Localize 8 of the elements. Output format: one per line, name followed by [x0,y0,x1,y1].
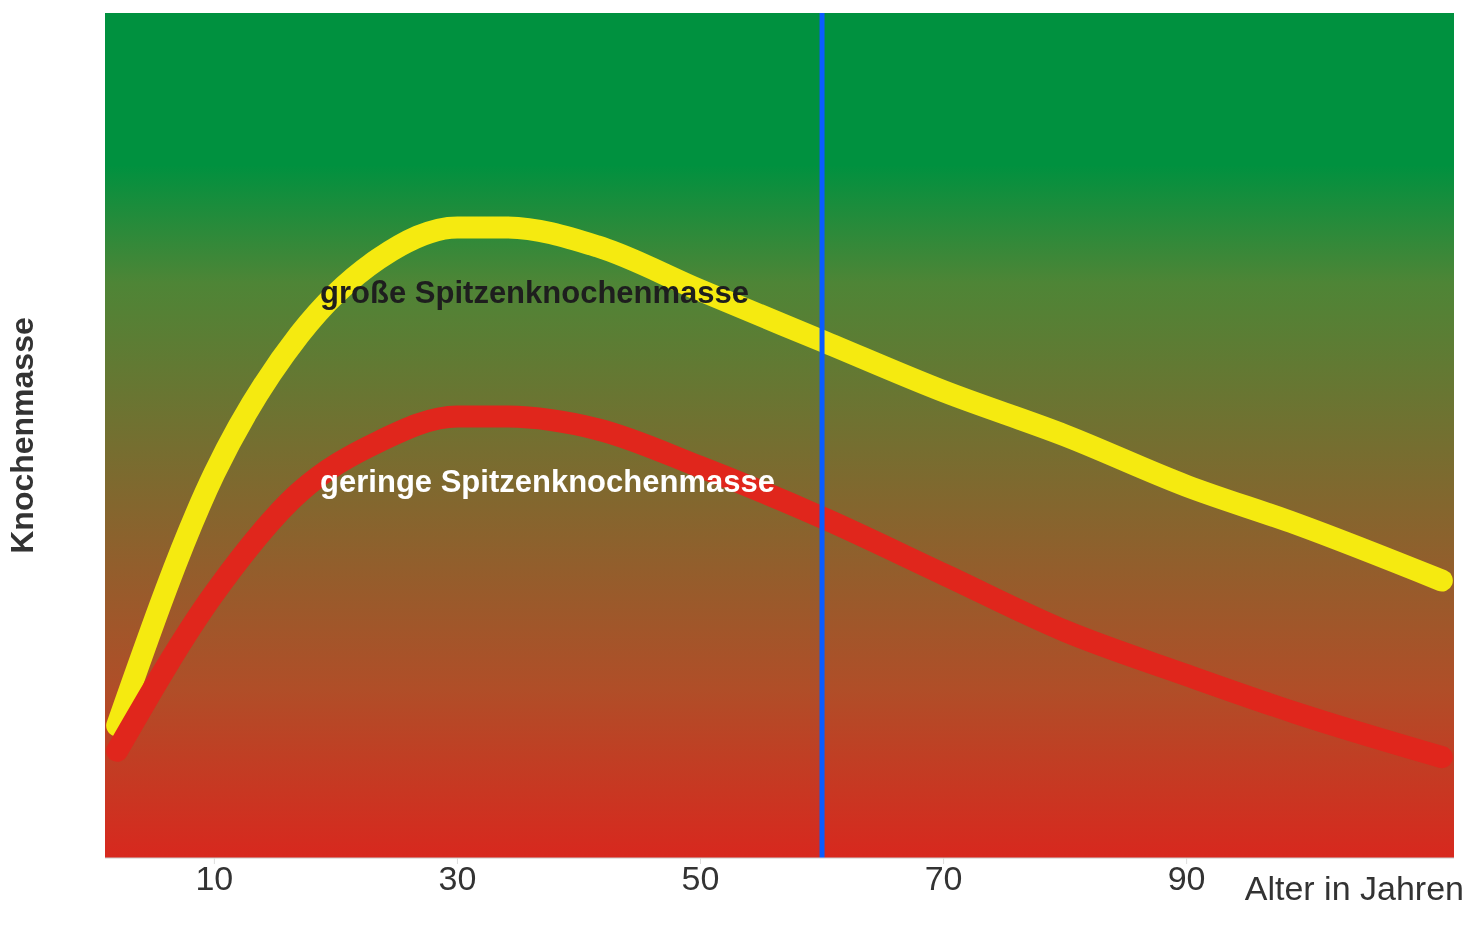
x-tick-label: 30 [438,859,477,898]
x-axis-title: Alter in Jahren [1244,869,1464,907]
x-tick-label: 90 [1167,859,1206,898]
series-label: geringe Spitzenknochenmasse [320,464,775,500]
x-tick-label: 10 [195,859,234,898]
y-axis-title: Knochenmasse [4,317,41,554]
x-tick-label: 70 [924,859,963,898]
x-tick-label: 50 [681,859,720,898]
